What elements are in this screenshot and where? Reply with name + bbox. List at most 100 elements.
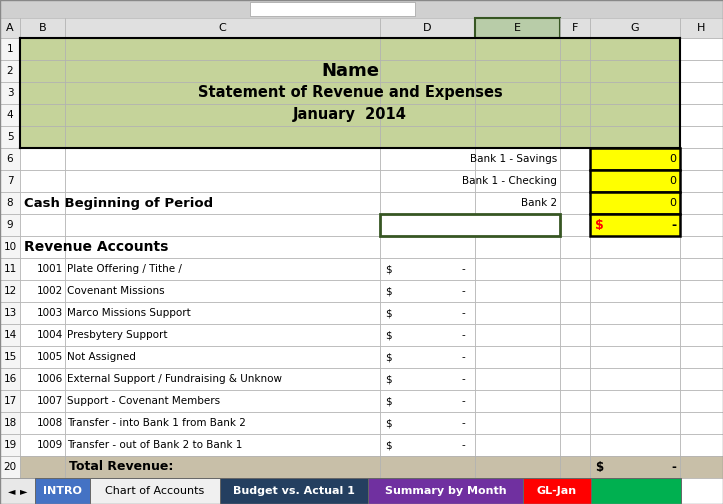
Bar: [65, 324, 380, 346]
Text: -: -: [461, 286, 465, 296]
Bar: [680, 214, 723, 236]
Bar: [560, 236, 590, 258]
Bar: [0, 390, 20, 412]
Text: 18: 18: [4, 418, 17, 428]
Text: 17: 17: [4, 396, 17, 406]
Bar: [560, 456, 590, 478]
Bar: [0, 192, 20, 214]
Text: Summary by Month: Summary by Month: [385, 486, 506, 496]
Text: Transfer - into Bank 1 from Bank 2: Transfer - into Bank 1 from Bank 2: [67, 418, 246, 428]
Bar: [380, 214, 475, 236]
Bar: [475, 126, 560, 148]
Bar: [380, 18, 475, 38]
Bar: [20, 302, 65, 324]
Text: 11: 11: [4, 264, 17, 274]
Text: Bank 2: Bank 2: [521, 198, 557, 208]
Bar: [560, 148, 590, 170]
Bar: [20, 18, 65, 38]
Bar: [380, 214, 560, 236]
Text: C: C: [218, 23, 226, 33]
Text: $: $: [595, 219, 604, 231]
Bar: [65, 18, 380, 38]
Text: 13: 13: [4, 308, 17, 318]
Bar: [475, 104, 560, 126]
Text: ►: ►: [20, 486, 27, 496]
Bar: [680, 126, 723, 148]
Text: 10: 10: [4, 242, 17, 252]
Text: -: -: [671, 461, 676, 473]
Text: INTRO: INTRO: [43, 486, 82, 496]
Text: Total Revenue:: Total Revenue:: [69, 461, 174, 473]
Bar: [380, 236, 475, 258]
Text: Name: Name: [321, 62, 379, 80]
Text: -: -: [461, 352, 465, 362]
Bar: [680, 280, 723, 302]
Text: 1008: 1008: [37, 418, 63, 428]
Text: Plate Offering / Tithe /: Plate Offering / Tithe /: [67, 264, 182, 274]
Bar: [590, 170, 680, 192]
Bar: [20, 214, 65, 236]
Bar: [590, 434, 680, 456]
Text: -: -: [461, 440, 465, 450]
Bar: [20, 170, 65, 192]
Text: -: -: [461, 308, 465, 318]
Bar: [0, 82, 20, 104]
Text: -: -: [461, 418, 465, 428]
Bar: [475, 236, 560, 258]
Text: -: -: [461, 330, 465, 340]
Bar: [590, 280, 680, 302]
Text: 1003: 1003: [37, 308, 63, 318]
Bar: [475, 18, 560, 38]
Bar: [0, 170, 20, 192]
Bar: [590, 82, 680, 104]
Text: 4: 4: [7, 110, 13, 120]
Bar: [560, 38, 590, 60]
Bar: [590, 214, 680, 236]
Text: GL-Jan: GL-Jan: [537, 486, 577, 496]
Bar: [0, 18, 20, 38]
Text: $: $: [385, 330, 392, 340]
Bar: [65, 368, 380, 390]
Text: Covenant Missions: Covenant Missions: [67, 286, 165, 296]
Text: 0: 0: [669, 176, 676, 186]
Bar: [590, 368, 680, 390]
Bar: [560, 434, 590, 456]
Bar: [0, 434, 20, 456]
Bar: [65, 390, 380, 412]
Bar: [590, 412, 680, 434]
Bar: [475, 280, 560, 302]
Bar: [65, 60, 380, 82]
Text: 5: 5: [7, 132, 13, 142]
Bar: [65, 236, 380, 258]
Bar: [680, 412, 723, 434]
Bar: [590, 390, 680, 412]
Bar: [590, 18, 680, 38]
Text: 1002: 1002: [37, 286, 63, 296]
Text: 16: 16: [4, 374, 17, 384]
Bar: [220, 478, 368, 504]
Bar: [35, 478, 90, 504]
Text: P&L Jan: P&L Jan: [612, 486, 660, 496]
Bar: [380, 82, 475, 104]
Bar: [65, 38, 380, 60]
Bar: [65, 148, 380, 170]
Text: 9: 9: [7, 220, 13, 230]
Text: 0: 0: [669, 198, 676, 208]
Bar: [20, 126, 65, 148]
Text: 1004: 1004: [37, 330, 63, 340]
Bar: [475, 82, 560, 104]
Bar: [380, 302, 475, 324]
Bar: [560, 214, 590, 236]
Bar: [560, 82, 590, 104]
Text: 0: 0: [669, 154, 676, 164]
Bar: [380, 192, 475, 214]
Bar: [680, 104, 723, 126]
Bar: [560, 104, 590, 126]
Text: Revenue Accounts: Revenue Accounts: [24, 240, 168, 254]
Bar: [590, 346, 680, 368]
Text: Chart of Accounts: Chart of Accounts: [106, 486, 205, 496]
Bar: [590, 324, 680, 346]
Bar: [65, 192, 380, 214]
Text: 3: 3: [7, 88, 13, 98]
Text: ◄: ◄: [8, 486, 15, 496]
